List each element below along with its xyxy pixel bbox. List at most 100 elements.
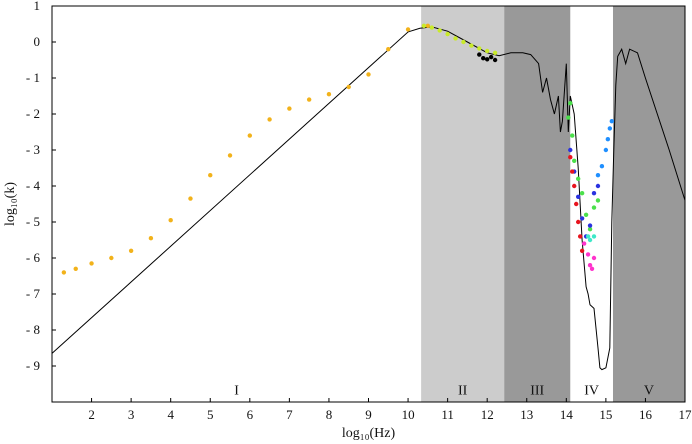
data-point: [609, 119, 615, 124]
data-point: [346, 84, 351, 90]
data-point: [227, 153, 233, 158]
x-axis-label: log₁₀(Hz): [342, 426, 396, 441]
band-label-4: IV: [584, 383, 599, 398]
data-point: [599, 164, 605, 169]
data-point: [386, 47, 391, 52]
band-region-3: [504, 6, 571, 402]
series-layer: [51, 23, 686, 371]
x-tick-label: 16: [639, 407, 653, 422]
data-point: [61, 270, 67, 275]
data-point: [579, 216, 585, 221]
data-point: [587, 223, 593, 228]
band-label-5: V: [644, 383, 654, 398]
data-point: [148, 236, 154, 241]
band-label-2: II: [458, 383, 468, 398]
data-point: [589, 266, 595, 271]
series-dots-9: [581, 241, 597, 271]
data-point: [461, 39, 466, 45]
data-point: [577, 234, 583, 239]
data-point: [488, 54, 494, 60]
data-point: [89, 261, 94, 266]
data-point: [247, 133, 253, 138]
series-dots-3: [421, 23, 498, 55]
data-point: [603, 147, 609, 153]
data-point: [188, 196, 193, 201]
data-point: [581, 241, 587, 246]
data-point: [587, 263, 593, 268]
y-tick-label: 1: [34, 0, 41, 13]
data-point: [477, 46, 482, 51]
data-point: [445, 31, 450, 37]
data-point: [607, 126, 613, 131]
data-point: [566, 115, 571, 120]
x-tick-label: 5: [207, 407, 214, 422]
series-dots-10: [585, 234, 597, 243]
x-tick-label: 9: [365, 407, 372, 422]
data-point: [73, 266, 78, 271]
x-tick-label: 4: [167, 407, 174, 422]
data-point: [579, 248, 585, 253]
y-tick-label: - 5: [26, 214, 40, 229]
data-point: [591, 255, 597, 261]
data-point: [425, 23, 431, 28]
data-point: [575, 194, 581, 199]
y-tick-label: - 4: [26, 178, 41, 193]
data-point: [572, 183, 577, 189]
data-point: [572, 158, 577, 163]
data-point: [306, 97, 312, 102]
band-label-3: III: [530, 383, 544, 398]
y-tick-label: - 6: [26, 250, 41, 265]
data-point: [484, 57, 490, 62]
x-tick-label: 13: [520, 407, 533, 422]
data-point: [326, 92, 332, 97]
data-point: [568, 155, 573, 160]
band-region-5: [612, 6, 685, 402]
x-tick-label: 8: [326, 407, 333, 422]
data-point: [128, 248, 134, 253]
data-point: [595, 173, 601, 178]
data-point: [587, 227, 593, 232]
x-tick-label: 6: [247, 407, 254, 422]
band-labels: I II III IV V: [234, 383, 654, 398]
series-dots-2: [61, 23, 431, 275]
x-tick-label: 17: [679, 407, 692, 422]
y-tick-label: - 8: [26, 322, 40, 337]
band-label-1: I: [234, 383, 239, 398]
data-point: [492, 57, 498, 63]
data-point: [429, 25, 434, 30]
x-tick-label: 10: [402, 407, 415, 422]
series-dots-6: [595, 119, 615, 178]
x-tick-label: 2: [88, 407, 95, 422]
y-axis-ticks: 1 0 - 1 - 2 - 3 - 4 - 5 - 6 - 7 - 8 - 9: [26, 0, 56, 373]
data-point: [421, 23, 427, 28]
data-point: [570, 133, 575, 138]
band-region-2: [421, 6, 505, 402]
data-point: [575, 176, 581, 181]
y-tick-label: - 1: [26, 70, 40, 85]
y-tick-label: 0: [34, 34, 41, 49]
data-point: [568, 147, 573, 153]
plot-frame: [51, 5, 686, 403]
data-point: [568, 101, 573, 106]
y-tick-label: - 3: [26, 142, 40, 157]
data-point: [595, 198, 601, 203]
data-point: [453, 36, 458, 41]
data-point: [587, 237, 593, 243]
y-tick-label: - 9: [26, 358, 40, 373]
data-point: [585, 234, 591, 239]
series-dots-4: [477, 52, 498, 63]
series-dots-8: [568, 155, 585, 253]
series-dots-5: [566, 101, 601, 232]
series-line-1: [51, 26, 686, 371]
data-point: [591, 191, 597, 196]
data-point: [583, 212, 589, 217]
y-tick-label: - 7: [26, 286, 41, 301]
data-point: [208, 173, 213, 178]
data-point: [477, 52, 482, 57]
x-tick-label: 15: [599, 407, 612, 422]
y-axis-label: log₁₀(k): [3, 182, 18, 226]
y-tick-label: - 2: [26, 106, 40, 121]
data-point: [492, 50, 498, 55]
data-point: [579, 191, 585, 196]
